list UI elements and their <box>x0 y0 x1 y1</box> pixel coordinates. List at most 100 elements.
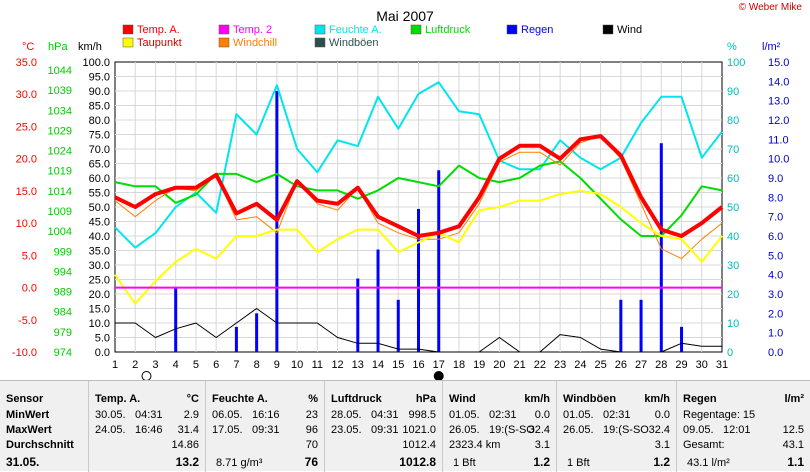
pressure-max-time: 09:31 <box>371 424 399 436</box>
x-tick-label: 11 <box>312 359 323 371</box>
hpa-tick-label: 979 <box>54 327 72 339</box>
legend-label-1: Temp. 2 <box>233 24 272 36</box>
temp-max-time: 16:46 <box>135 424 163 436</box>
rain-tick-label: 3.0 <box>768 289 783 301</box>
kmh-tick-label: 55.0 <box>89 188 110 200</box>
wind-max-date: 26.05. <box>449 424 480 436</box>
x-tick-label: 31 <box>716 359 728 371</box>
temp-tick-label: -10.0 <box>12 347 37 359</box>
kmh-tick-label: 100.0 <box>82 57 110 69</box>
temp-tick-label: 0.0 <box>22 283 37 295</box>
kmh-tick-label: 95.0 <box>89 72 110 84</box>
kmh-tick-label: 45.0 <box>89 217 110 229</box>
pct-tick-label: 10 <box>727 318 739 330</box>
stats-panel: Sensor MinWert MaxWert Durchschnitt 31.0… <box>0 380 810 472</box>
pct-tick-label: 40 <box>727 231 739 243</box>
temp-axis-title: °C <box>22 41 34 53</box>
series-line-wind <box>115 308 722 353</box>
humidity-min-value: 23 <box>305 409 318 421</box>
rain-bar <box>659 143 663 352</box>
copyright: © Weber Mike <box>738 2 802 13</box>
rain-max-date: 09.05. <box>683 424 714 436</box>
rain-unit: l/m² <box>784 393 804 405</box>
pct-tick-label: 100 <box>727 57 745 69</box>
humidity-average: 70 <box>305 439 318 451</box>
kmh-axis-title: km/h <box>78 41 102 53</box>
kmh-tick-label: 10.0 <box>89 318 110 330</box>
kmh-tick-label: 80.0 <box>89 115 110 127</box>
rain-bar <box>396 299 400 352</box>
rain-bar <box>680 326 684 352</box>
rain-tick-label: 7.0 <box>768 212 783 224</box>
temp-tick-label: 25.0 <box>16 121 37 133</box>
wind-header: Wind <box>449 393 476 405</box>
rain-days: Regentage: 15 <box>683 409 756 421</box>
rain-tick-label: 10.0 <box>768 154 789 166</box>
wind-min-date: 01.05. <box>449 409 480 421</box>
kmh-tick-label: 5.0 <box>95 333 110 345</box>
rain-tick-label: 1.0 <box>768 328 783 340</box>
legend-swatch-2 <box>314 24 326 35</box>
legend-label-5: Wind <box>617 24 642 36</box>
x-tick-label: 26 <box>615 359 627 371</box>
gusts-max-time: 19:(S-SO <box>603 424 649 436</box>
rain-bar <box>639 299 643 352</box>
pct-tick-label: 70 <box>727 144 739 156</box>
pressure-max-date: 23.05. <box>331 424 362 436</box>
rain-tick-label: 6.0 <box>768 231 783 243</box>
hpa-tick-label: 1024 <box>48 146 72 158</box>
temp-tick-label: 20.0 <box>16 154 37 166</box>
x-tick-label: 8 <box>254 359 260 371</box>
axis-titles: °C hPa km/h% l/m² <box>22 41 781 53</box>
rain-tick-label: 13.0 <box>768 96 789 108</box>
pct-tick-label: 20 <box>727 289 739 301</box>
hpa-tick-label: 1009 <box>48 206 72 218</box>
kmh-tick-label: 70.0 <box>89 144 110 156</box>
legend-swatch-5 <box>602 24 614 35</box>
x-tick-label: 1 <box>112 359 118 371</box>
wind-min-time: 02:31 <box>489 409 517 421</box>
rain-total: 43.1 <box>782 439 804 451</box>
stats-rain-col: Regen l/m² Regentage: 15 09.05. 12:01 12… <box>676 381 810 472</box>
humidity-max-date: 17.05. <box>212 424 243 436</box>
humidity-header: Feuchte A. <box>212 393 268 405</box>
rain-tick-label: 15.0 <box>768 57 789 69</box>
legend-label-2: Feuchte A. <box>329 24 382 36</box>
temp-min-time: 04:31 <box>135 409 163 421</box>
rain-tick-label: 5.0 <box>768 250 783 262</box>
rain-tick-label: 14.0 <box>768 76 789 88</box>
kmh-tick-label: 25.0 <box>89 275 110 287</box>
gusts-max-date: 26.05. <box>563 424 594 436</box>
kmh-tick-label: 75.0 <box>89 130 110 142</box>
hpa-axis-title: hPa <box>48 41 68 53</box>
legend: Temp. A. Temp. 2 Feuchte A. Luftdruck Regen W… <box>122 24 642 49</box>
pct-tick-label: 50 <box>727 202 739 214</box>
current-date: 31.05. <box>6 455 40 469</box>
legend-swatch-3 <box>410 24 422 35</box>
maxwert-label: MaxWert <box>6 424 52 436</box>
rain-bar <box>437 170 441 352</box>
pressure-min-value: 998.5 <box>408 409 436 421</box>
pct-tick-label: 60 <box>727 173 739 185</box>
rain-header: Regen <box>683 393 717 405</box>
temp-min-value: 2.9 <box>183 409 199 421</box>
rain-tick-label: 11.0 <box>768 134 789 146</box>
rain-bar <box>234 326 238 352</box>
kmh-tick-label: 35.0 <box>89 246 110 258</box>
humidity-absolute: 8.71 g/m³ <box>216 457 263 469</box>
pressure-current: 1012.8 <box>399 455 436 469</box>
pressure-min-date: 28.05. <box>331 409 362 421</box>
rain-total-label: Gesamt: <box>683 439 725 451</box>
x-tick-label: 23 <box>554 359 566 371</box>
hpa-tick-label: 1029 <box>48 125 72 137</box>
rain-bar <box>417 208 420 352</box>
wind-min-value: 0.0 <box>534 409 550 421</box>
rain-bar <box>174 288 178 352</box>
hpa-tick-label: 1034 <box>48 105 72 117</box>
legend-label-3: Luftdruck <box>425 24 471 36</box>
x-tick-label: 13 <box>352 359 364 371</box>
rain-tick-label: 0.0 <box>768 347 783 359</box>
pct-axis-title: % <box>727 41 737 53</box>
temp-header: Temp. A. <box>95 393 141 405</box>
rain-bar <box>255 313 259 352</box>
